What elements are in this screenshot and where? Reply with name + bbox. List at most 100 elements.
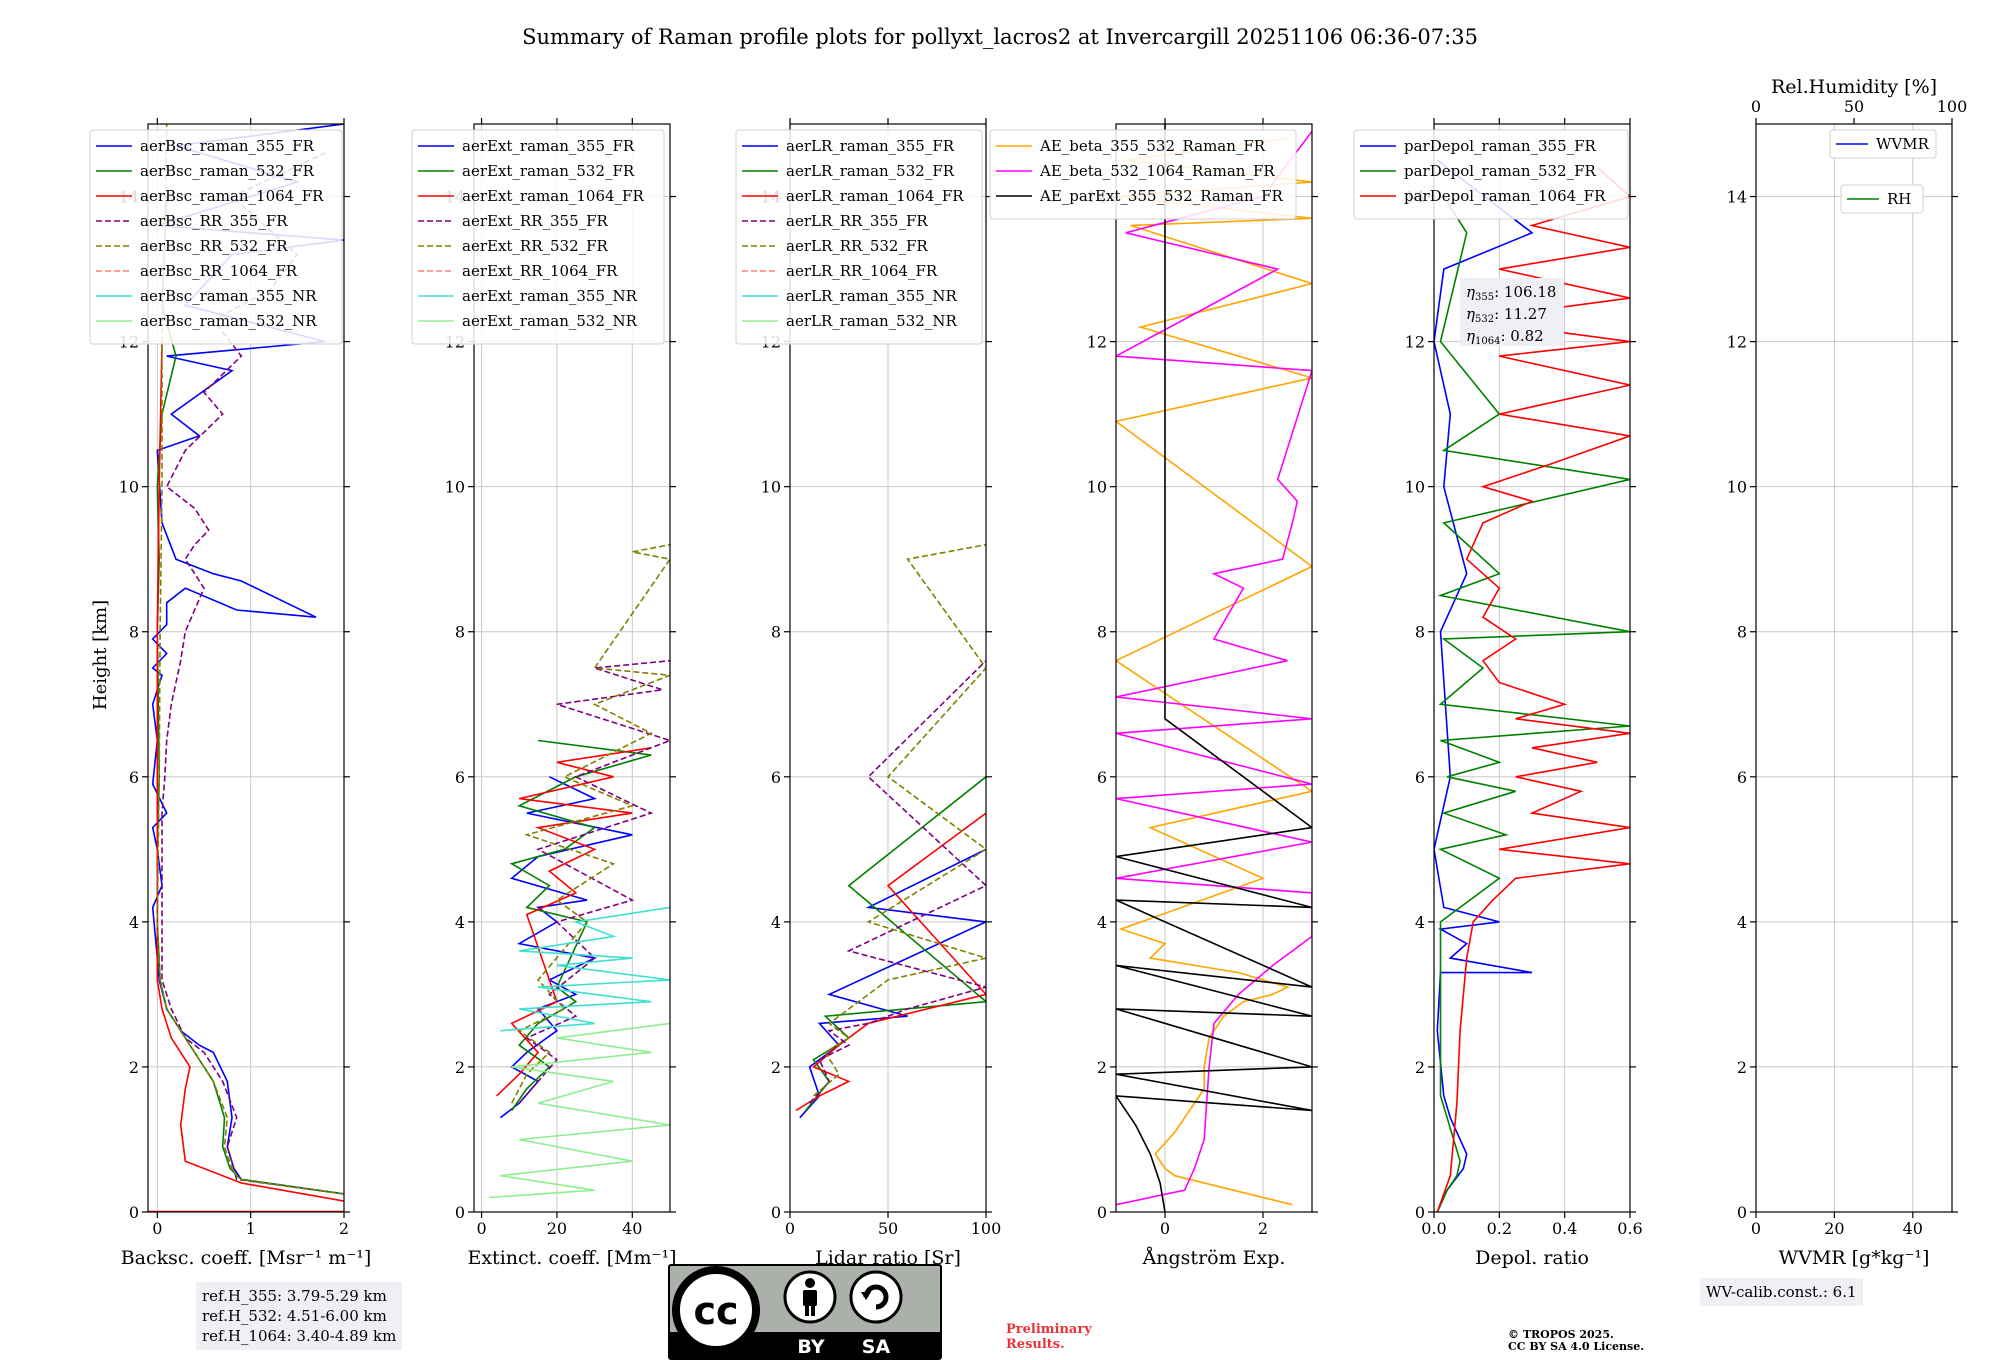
y-tick-label: 2	[129, 1058, 139, 1077]
legend-bsc: aerBsc_raman_355_FR aerBsc_raman_532_FRae…	[89, 129, 343, 345]
x-axis-label-ae: Ångström Exp.	[1142, 1247, 1286, 1269]
series-parDepol_raman_1064_FR	[1436, 166, 1630, 1212]
x-tick-label: 2	[339, 1219, 349, 1238]
y-tick-label: 12	[1087, 333, 1107, 352]
cc-logo-text: cc	[693, 1289, 738, 1333]
series-AE_beta_532_1064_Raman_FR	[1116, 130, 1312, 1206]
top-tick-label: 50	[1844, 97, 1864, 116]
y-tick-label: 6	[129, 768, 139, 787]
y-tick-label: 4	[771, 913, 781, 932]
x-axis-label-lr: Lidar ratio [Sr]	[815, 1247, 961, 1269]
legend-box	[411, 129, 665, 345]
x-tick-label: 0.2	[1487, 1219, 1512, 1238]
y-tick-label: 8	[1097, 623, 1107, 642]
x-tick-label: 40	[622, 1219, 642, 1238]
x-tick-label: 2	[1258, 1219, 1268, 1238]
series-aerLR_raman_532_FR	[805, 776, 986, 1112]
legend-label: WVMR	[1876, 135, 1930, 153]
figure-title: Summary of Raman profile plots for polly…	[522, 25, 1478, 49]
y-tick-label: 0	[129, 1203, 139, 1222]
top-tick-label: 100	[1937, 97, 1968, 116]
legend-label: RH	[1887, 190, 1911, 208]
x-axis-label-dep: Depol. ratio	[1475, 1247, 1589, 1269]
eta-value: η355: 106.18	[1466, 283, 1556, 303]
copyright-line-2: CC BY SA 4.0 License.	[1508, 1340, 1645, 1353]
series-AE_beta_355_532_Raman_FR	[1116, 137, 1312, 1206]
y-tick-label: 4	[1097, 913, 1107, 932]
cc-by-sa-license-logo: cc BY SA	[668, 1264, 942, 1360]
x-tick-label: 100	[971, 1219, 1002, 1238]
legend-box	[735, 129, 983, 345]
y-tick-label: 0	[771, 1203, 781, 1222]
y-tick-label: 6	[771, 768, 781, 787]
legend-box	[1829, 129, 1937, 159]
x-tick-label: 0	[476, 1219, 486, 1238]
legend-label: aerLR_raman_532_NR	[786, 312, 957, 330]
x-tick-label: 0	[785, 1219, 795, 1238]
series-aerLR_raman_1064_FR	[795, 812, 986, 1112]
axes-frame-bsc	[147, 123, 345, 1213]
y-tick-label: 2	[1415, 1058, 1425, 1077]
legend-label: AE_beta_532_1064_Raman_FR	[1039, 162, 1275, 180]
y-tick-label: 12	[1727, 333, 1747, 352]
plot-area-bsc	[148, 124, 344, 1212]
copyright-note: © TROPOS 2025. CC BY SA 4.0 License.	[1508, 1329, 1644, 1353]
legend-label: aerLR_RR_1064_FR	[786, 262, 938, 280]
copyright-line-1: © TROPOS 2025.	[1508, 1328, 1614, 1341]
x-tick-label: 0.0	[1421, 1219, 1446, 1238]
legend-label: aerExt_RR_532_FR	[462, 237, 609, 255]
ref-height-532: ref.H_532: 4.51-6.00 km	[202, 1307, 387, 1325]
series-aerLR_RR_532_FR	[812, 543, 986, 1097]
legend-label: aerExt_raman_355_FR	[462, 137, 635, 155]
x-tick-label: 0.4	[1552, 1219, 1577, 1238]
legend-label: aerBsc_raman_532_FR	[140, 162, 315, 180]
y-tick-label: 4	[1737, 913, 1747, 932]
y-tick-label: 0	[1097, 1203, 1107, 1222]
y-tick-label: 12	[1405, 333, 1425, 352]
legend-label: aerLR_raman_1064_FR	[786, 187, 964, 205]
y-tick-label: 14	[1727, 188, 1747, 207]
series-aerExt_raman_355_NR	[500, 906, 670, 1032]
legend-box	[989, 129, 1297, 220]
y-tick-label: 10	[1405, 478, 1425, 497]
y-tick-label: 0	[1415, 1203, 1425, 1222]
legend-WVMR: WVMR	[1829, 129, 1937, 159]
legend-RH: RH	[1840, 184, 1924, 214]
legend-label: aerLR_RR_532_FR	[786, 237, 928, 255]
legend-box	[1353, 129, 1629, 220]
legend-label: aerBsc_RR_532_FR	[140, 237, 288, 255]
legend-label: aerExt_raman_355_NR	[462, 287, 638, 305]
eta-value: η1064: 0.82	[1466, 327, 1544, 347]
y-tick-label: 2	[1737, 1058, 1747, 1077]
x-axis-label-ext: Extinct. coeff. [Mm⁻¹]	[467, 1247, 676, 1269]
axes-frame-ext	[473, 123, 671, 1213]
y-tick-label: 2	[455, 1058, 465, 1077]
y-tick-label: 4	[129, 913, 139, 932]
legend-label: aerExt_raman_1064_FR	[462, 187, 644, 205]
y-tick-label: 10	[1087, 478, 1107, 497]
top-tick-label: 0	[1751, 97, 1761, 116]
series-aerExt_raman_532_FR	[509, 739, 652, 1111]
y-tick-label: 10	[1727, 478, 1747, 497]
y-tick-label: 2	[1097, 1058, 1107, 1077]
preliminary-results-note: Preliminary Results.	[1006, 1322, 1092, 1352]
legend-label: aerBsc_raman_355_NR	[140, 287, 317, 305]
series-parDepol_raman_532_FR	[1436, 196, 1630, 1212]
annotation-box	[1460, 278, 1564, 346]
series-aerExt_RR_532_FR	[510, 543, 670, 1104]
legend-label: aerLR_raman_355_NR	[786, 287, 957, 305]
x-tick-label: 0	[152, 1219, 162, 1238]
legend-label: aerBsc_RR_355_FR	[140, 212, 288, 230]
legend-dep: parDepol_raman_355_FR parDepol_raman_532_…	[1353, 129, 1629, 220]
axes-frame-ae	[1115, 123, 1313, 1213]
legend-ext: aerExt_raman_355_FR aerExt_raman_532_FRae…	[411, 129, 665, 345]
panel-wv: 0 20 40 WVMR [g*kg⁻¹] 0 2 4 6 8 10 12 14 0 50 100Rel.H…	[1727, 76, 1968, 1269]
legend-label: aerExt_raman_532_FR	[462, 162, 635, 180]
y-tick-label: 8	[1737, 623, 1747, 642]
y-tick-label: 6	[1097, 768, 1107, 787]
